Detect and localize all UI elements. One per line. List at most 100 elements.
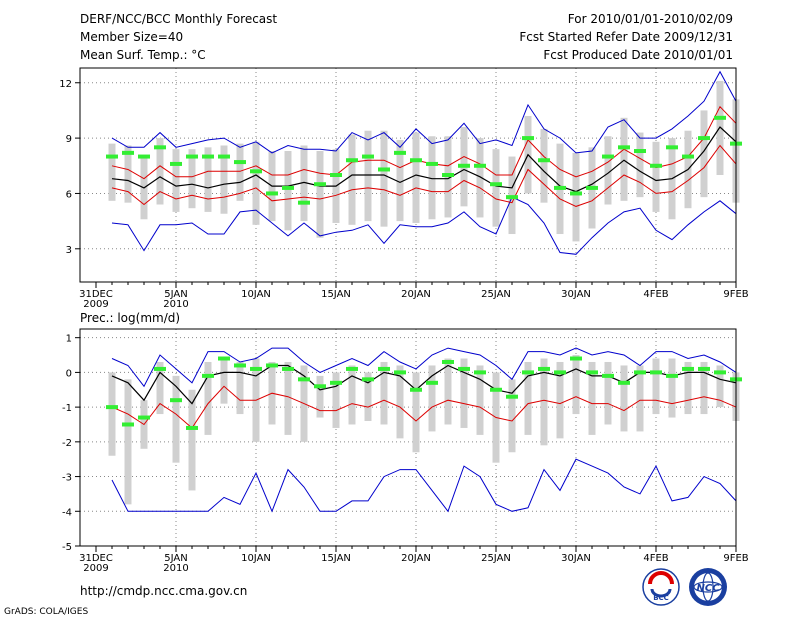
footer-credit: GrADS: COLA/IGES [4,607,88,617]
box-day-32 [604,136,612,205]
observed-mark-day-39 [714,370,726,375]
observed-mark-day-1 [106,154,118,159]
observed-mark-day-2 [122,150,134,155]
header-title: DERF/NCC/BCC Monthly Forecast [80,12,277,26]
header-period: For 2010/01/01-2010/02/09 [568,12,733,26]
xtick-label-1: 5JAN [164,553,187,564]
observed-mark-day-8 [218,154,230,159]
box-day-15 [332,372,340,428]
header-start-date: Fcst Started Refer Date 2009/12/31 [519,30,733,44]
line-max [111,347,737,388]
box-day-9 [236,361,244,415]
xtick-label-1: 5JAN [164,289,187,300]
xtick-label-5: 25JAN [481,289,511,300]
observed-mark-day-17 [362,377,374,382]
box-day-32 [604,361,612,425]
observed-mark-day-5 [170,398,182,403]
box-day-28 [540,128,548,203]
observed-mark-day-23 [458,163,470,168]
box-day-13 [300,145,308,222]
box-day-20 [412,372,420,453]
observed-mark-day-2 [122,422,134,427]
xtick-label-0: 31DEC [79,289,113,300]
observed-mark-day-3 [138,154,150,159]
observed-mark-day-31 [586,370,598,375]
box-day-33 [620,365,628,432]
observed-mark-day-18 [378,366,390,371]
box-day-37 [684,361,692,415]
ytick-label-1: -4 [62,507,72,518]
precip-panel-title: Prec.: log(mm/d) [80,311,180,325]
xtick-year-0: 2009 [83,563,108,574]
ytick-label-6: 1 [66,334,72,345]
box-day-24 [476,138,484,218]
ncc-logo-text: NCC [696,583,720,594]
xtick-label-3: 15JAN [321,289,351,300]
observed-mark-day-25 [490,387,502,392]
observed-mark-day-19 [394,150,406,155]
observed-mark-day-21 [426,161,438,166]
footer-url[interactable]: http://cmdp.ncc.cma.gov.cn [80,584,247,598]
xtick-label-4: 20JAN [401,553,431,564]
xtick-label-5: 25JAN [481,553,511,564]
header-member-size: Member Size=40 [80,30,183,44]
box-day-14 [316,151,324,238]
box-day-6 [188,389,196,491]
observed-mark-day-25 [490,182,502,187]
observed-mark-day-27 [522,136,534,141]
box-day-23 [460,358,468,428]
box-day-21 [428,365,436,432]
box-day-24 [476,365,484,435]
box-day-38 [700,361,708,415]
observed-mark-day-9 [234,160,246,165]
observed-mark-day-22 [442,359,454,364]
box-day-2 [124,379,132,505]
observed-mark-day-39 [714,115,726,120]
box-day-12 [284,151,292,231]
plot-frame [79,328,737,547]
observed-mark-day-21 [426,380,438,385]
plot-frame [79,67,737,283]
box-day-12 [284,361,292,435]
observed-mark-day-32 [602,154,614,159]
box-day-4 [156,361,164,415]
header: DERF/NCC/BCC Monthly Forecast Member Siz… [80,12,733,62]
box-day-39 [716,365,724,408]
observed-mark-day-5 [170,161,182,166]
xtick-year-0: 2009 [83,299,108,310]
xtick-year-1: 2010 [163,563,188,574]
observed-mark-day-37 [682,154,694,159]
observed-mark-day-11 [266,363,278,368]
xtick-label-6: 30JAN [561,289,591,300]
observed-mark-day-24 [474,163,486,168]
observed-mark-day-28 [538,366,550,371]
observed-mark-day-35 [650,163,662,168]
observed-mark-day-33 [618,380,630,385]
line-mean [111,126,737,193]
xtick-year-1: 2010 [163,299,188,310]
observed-mark-day-34 [634,370,646,375]
observed-mark-day-29 [554,185,566,190]
box-day-8 [220,358,228,404]
observed-mark-day-33 [618,145,630,150]
box-day-5 [172,149,180,212]
observed-mark-day-28 [538,158,550,163]
observed-mark-day-37 [682,366,694,371]
box-day-7 [204,147,212,212]
ytick-label-3: -2 [62,438,72,449]
box-day-9 [236,143,244,201]
line-mean [111,364,737,405]
observed-mark-day-31 [586,185,598,190]
ytick-label-5: 0 [66,368,72,379]
box-day-38 [700,110,708,198]
box-day-10 [252,141,260,225]
xtick-label-8: 9FEB [723,289,748,300]
header-variable: Mean Surf. Temp.: °C [80,48,206,62]
observed-mark-day-13 [298,200,310,205]
observed-mark-day-14 [314,182,326,187]
observed-mark-day-10 [250,366,262,371]
ytick-label-2: -3 [62,473,72,484]
observed-mark-day-22 [442,173,454,177]
line-min [111,458,737,513]
observed-mark-day-38 [698,136,710,141]
